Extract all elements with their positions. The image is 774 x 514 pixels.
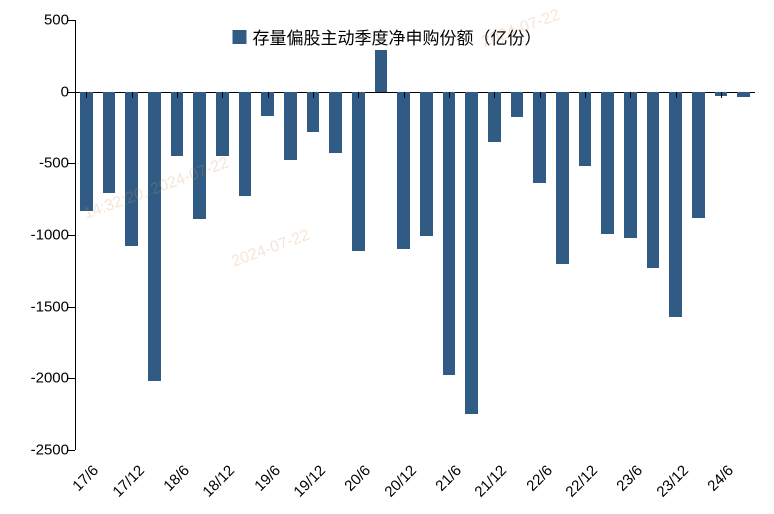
x-tick-label: 17/12: [109, 462, 148, 501]
x-tick-label: 23/6: [614, 462, 647, 495]
bar: [556, 92, 568, 264]
y-tick-mark: [68, 163, 75, 164]
x-tick-mark: [268, 92, 269, 98]
x-tick-label: 24/6: [704, 462, 737, 495]
x-tick-mark: [313, 92, 314, 98]
x-tick-mark: [358, 92, 359, 98]
bar: [647, 92, 659, 268]
x-tick-mark: [676, 92, 677, 98]
x-tick-label: 17/6: [70, 462, 103, 495]
bar: [669, 92, 681, 317]
bar: [375, 50, 387, 92]
bar: [579, 92, 591, 167]
bar: [533, 92, 545, 184]
x-tick-mark: [404, 92, 405, 98]
bar: [216, 92, 228, 157]
x-tick-label: 20/6: [342, 462, 375, 495]
x-tick-label: 20/12: [381, 462, 420, 501]
x-tick-mark: [721, 92, 722, 98]
bar: [80, 92, 92, 211]
x-tick-label: 21/6: [432, 462, 465, 495]
bar: [397, 92, 409, 250]
y-tick-label: -1500: [31, 298, 69, 315]
bar: [624, 92, 636, 238]
x-tick-label: 22/12: [562, 462, 601, 501]
legend-label: 存量偏股主动季度净申购份额（亿份）: [253, 24, 542, 49]
bar: [443, 92, 455, 376]
bar: [239, 92, 251, 197]
x-tick-label: 21/12: [472, 462, 511, 501]
x-tick-mark: [86, 92, 87, 98]
bar: [465, 92, 477, 415]
bar: [307, 92, 319, 132]
net-subscription-bar-chart: 存量偏股主动季度净申购份额（亿份） -2500 -2000 -1500 -1000 -5…: [0, 0, 774, 514]
bar: [488, 92, 500, 142]
y-tick-label: -500: [39, 155, 69, 172]
x-tick-mark: [540, 92, 541, 98]
y-tick-mark: [68, 20, 75, 21]
y-tick-mark: [68, 92, 75, 93]
y-tick-label: 500: [44, 12, 69, 29]
x-tick-mark: [494, 92, 495, 98]
x-tick-mark: [222, 92, 223, 98]
x-tick-label: 23/12: [653, 462, 692, 501]
x-tick-mark: [177, 92, 178, 98]
bar: [737, 92, 749, 98]
y-tick-mark: [68, 235, 75, 236]
bar: [692, 92, 704, 218]
x-tick-label: 22/6: [523, 462, 556, 495]
x-tick-mark: [449, 92, 450, 98]
x-tick-label: 19/12: [290, 462, 329, 501]
bar: [103, 92, 115, 194]
x-tick-label: 19/6: [251, 462, 284, 495]
x-tick-mark: [132, 92, 133, 98]
x-tick-mark: [585, 92, 586, 98]
bar: [193, 92, 205, 220]
y-tick-label: -1000: [31, 227, 69, 244]
bar: [511, 92, 523, 118]
bar: [329, 92, 341, 154]
y-tick-mark: [68, 378, 75, 379]
bar: [284, 92, 296, 161]
legend-swatch: [233, 30, 247, 44]
bar: [125, 92, 137, 247]
bar: [171, 92, 183, 157]
y-tick-label: -2500: [31, 442, 69, 459]
x-tick-label: 18/12: [200, 462, 239, 501]
bar: [352, 92, 364, 251]
bar: [148, 92, 160, 382]
x-tick-label: 18/6: [160, 462, 193, 495]
y-tick-mark: [68, 307, 75, 308]
y-tick-label: -2000: [31, 370, 69, 387]
x-tick-mark: [630, 92, 631, 98]
y-tick-mark: [68, 450, 75, 451]
bar: [420, 92, 432, 237]
bar: [601, 92, 613, 234]
legend: 存量偏股主动季度净申购份额（亿份）: [233, 24, 542, 49]
